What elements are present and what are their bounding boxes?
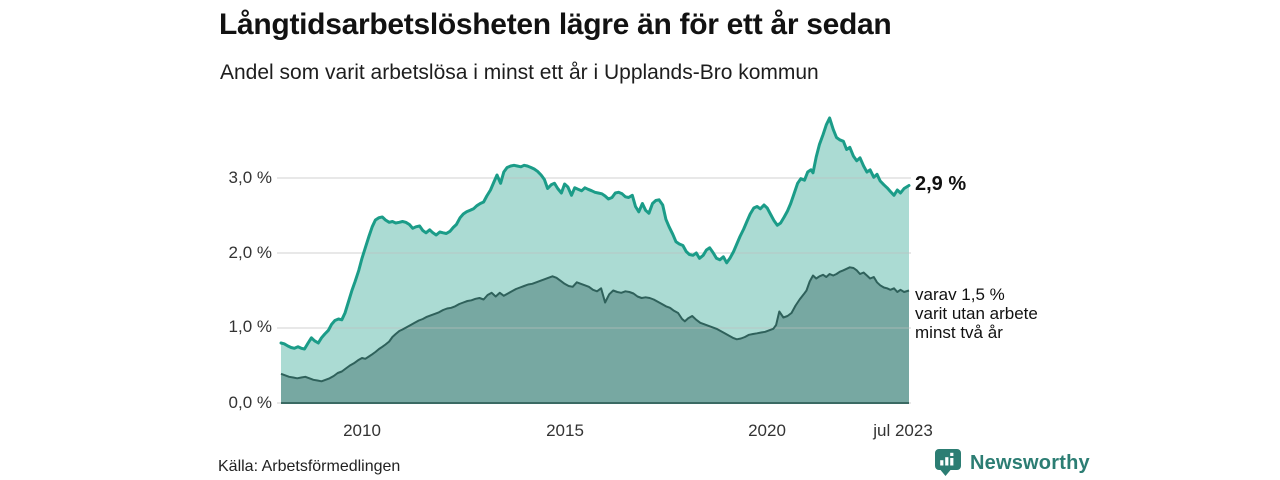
annotation-line-2: varit utan arbete [915, 304, 1038, 323]
x-tick-jul-2023: jul 2023 [873, 421, 933, 440]
annotation-line-3: minst två år [915, 323, 1003, 342]
secondary-series-annotation: varav 1,5 % varit utan arbete minst två … [915, 285, 1038, 342]
y-tick-1: 1,0 % [228, 317, 272, 336]
page-title: Långtidsarbetslösheten lägre än för ett … [219, 8, 892, 41]
two-year-line [280, 266, 910, 383]
newsworthy-logo-icon [935, 449, 961, 476]
y-tick-0: 0,0 % [228, 393, 272, 412]
chart-subtitle: Andel som varit arbetslösa i minst ett å… [220, 61, 819, 84]
x-tick-2015: 2015 [546, 421, 584, 440]
newsworthy-brand: Newsworthy [934, 448, 1090, 480]
x-tick-2010: 2010 [343, 421, 381, 440]
annotation-line-1: varav 1,5 % [915, 285, 1005, 304]
total-line [279, 116, 911, 351]
newsworthy-brand-text: Newsworthy [970, 452, 1090, 474]
two-year-area [281, 267, 909, 403]
latest-value-label: 2,9 % [915, 173, 967, 195]
y-tick-3: 3,0 % [228, 168, 272, 187]
y-tick-2: 2,0 % [228, 243, 272, 262]
source-caption: Källa: Arbetsförmedlingen [218, 458, 401, 475]
x-tick-2020: 2020 [748, 421, 786, 440]
